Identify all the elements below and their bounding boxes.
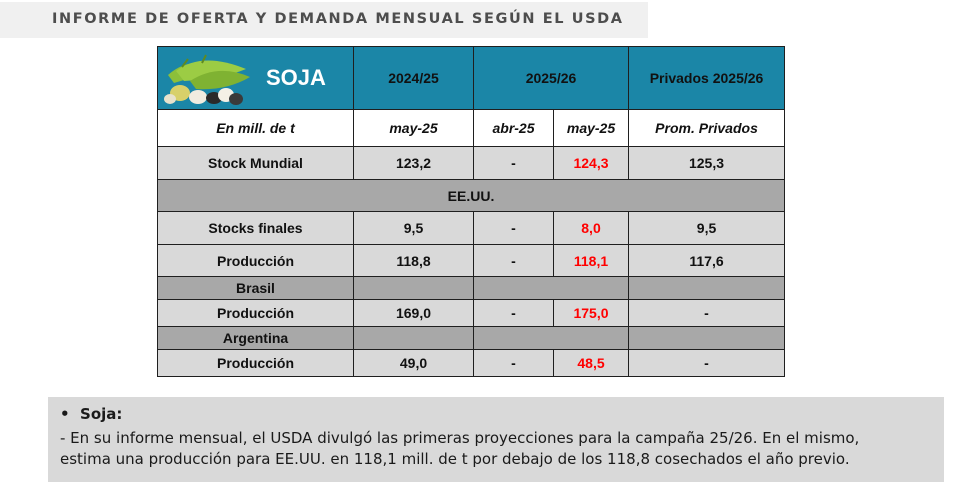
cell-value-highlight: 124,3: [552, 146, 630, 180]
cell-value: -: [473, 146, 554, 180]
table-row: Producción 49,0 - 48,5 -: [157, 349, 786, 377]
empty-cell: [472, 326, 630, 350]
table-title: SOJA: [266, 65, 326, 90]
table-row: Producción 169,0 - 175,0 -: [157, 299, 786, 327]
note-line-1: - En su informe mensual, el USDA divulgó…: [60, 429, 860, 447]
cell-value: 9,5: [353, 211, 474, 245]
section-row-eeuu: EE.UU.: [156, 179, 786, 212]
page-title: INFORME DE OFERTA Y DEMANDA MENSUAL SEGÚ…: [52, 11, 624, 27]
header-bar: [0, 2, 648, 38]
table-row: Producción 118,8 - 118,1 117,6: [157, 244, 786, 277]
cell-value-highlight: 48,5: [552, 349, 630, 377]
empty-cell: [353, 326, 474, 350]
empty-cell: [628, 326, 786, 350]
section-label-argentina: Argentina: [157, 326, 354, 350]
cell-value: 169,0: [353, 299, 474, 327]
cell-value: -: [473, 349, 554, 377]
cell-value: -: [473, 211, 554, 245]
col-header-2024-25: 2024/25: [353, 46, 474, 110]
unit-label: En mill. de t: [157, 109, 354, 147]
soy-supply-demand-table: SOJA 2024/25 2025/26 Privados 2025/26 En…: [156, 46, 786, 377]
section-label-eeuu: EE.UU.: [156, 179, 786, 212]
note-line-2: estima una producción para EE.UU. en 118…: [60, 450, 850, 468]
cell-value: -: [628, 349, 786, 377]
bullet-icon: •: [60, 405, 70, 423]
section-label-brasil: Brasil: [157, 276, 354, 300]
cell-value: 9,5: [628, 211, 786, 245]
section-row-argentina: Argentina: [157, 326, 786, 350]
cell-value: 123,2: [353, 146, 474, 180]
col-header-privados: Privados 2025/26: [628, 46, 786, 110]
table-row: Stock Mundial 123,2 - 124,3 125,3: [157, 146, 786, 180]
cell-value: -: [628, 299, 786, 327]
cell-value: 118,8: [353, 244, 474, 277]
table-row: Stocks finales 9,5 - 8,0 9,5: [157, 211, 786, 245]
cell-value: 125,3: [628, 146, 786, 180]
soja-title-cell: SOJA: [157, 46, 354, 110]
cell-value-highlight: 175,0: [552, 299, 630, 327]
subheader-row: En mill. de t may-25 abr-25 may-25 Prom.…: [157, 109, 786, 147]
subheader-abr25: abr-25: [473, 109, 554, 147]
empty-cell: [628, 276, 786, 300]
cell-value: 49,0: [353, 349, 474, 377]
subheader-may25: may-25: [552, 109, 630, 147]
empty-cell: [472, 276, 630, 300]
row-label-stocks-finales: Stocks finales: [157, 211, 354, 245]
cell-value-highlight: 8,0: [552, 211, 630, 245]
soybean-pods-icon: [164, 54, 250, 105]
row-label-produccion: Producción: [157, 349, 354, 377]
subheader-may25-prev: may-25: [353, 109, 474, 147]
cell-value-highlight: 118,1: [552, 244, 630, 277]
note-heading: • Soja:: [60, 405, 122, 423]
cell-value: -: [473, 299, 554, 327]
section-row-brasil: Brasil: [157, 276, 786, 300]
summary-note: • Soja: - En su informe mensual, el USDA…: [48, 397, 944, 482]
cell-value: -: [473, 244, 554, 277]
note-heading-text: Soja:: [80, 405, 123, 423]
col-header-2025-26: 2025/26: [472, 46, 630, 110]
cell-value: 117,6: [628, 244, 786, 277]
row-label-produccion: Producción: [157, 244, 354, 277]
row-label-stock-mundial: Stock Mundial: [157, 146, 354, 180]
empty-cell: [353, 276, 474, 300]
table-header-row: SOJA 2024/25 2025/26 Privados 2025/26: [157, 46, 786, 110]
subheader-prom-privados: Prom. Privados: [628, 109, 786, 147]
row-label-produccion: Producción: [157, 299, 354, 327]
note-body: - En su informe mensual, el USDA divulgó…: [60, 428, 940, 470]
